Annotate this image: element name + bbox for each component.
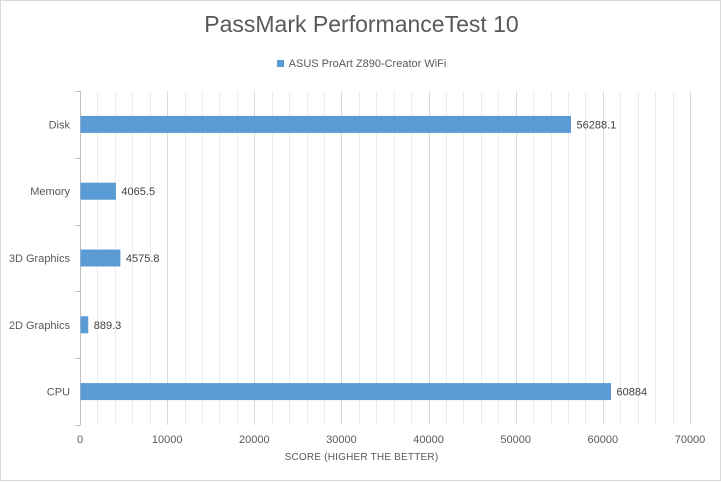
x-axis-title: SCORE (HIGHER THE BETTER): [284, 452, 439, 463]
legend: ASUS ProArt Z890-Creator WiFi: [1, 58, 721, 70]
legend-label: ASUS ProArt Z890-Creator WiFi: [288, 58, 447, 70]
category-label: CPU: [47, 387, 70, 399]
x-tick-label: 30000: [326, 434, 357, 446]
category-label: 2D Graphics: [9, 320, 71, 332]
x-tick-label: 50000: [500, 434, 531, 446]
category-label: Memory: [30, 186, 70, 198]
x-tick-label: 70000: [675, 434, 706, 446]
data-label: 4065.5: [121, 186, 155, 198]
bar-2d-graphics: [80, 316, 89, 334]
x-tick-label: 20000: [239, 434, 270, 446]
value-labels: 56288.1 4065.5 4575.8 889.3 60884: [94, 119, 647, 398]
x-tick-label: 10000: [152, 434, 183, 446]
bars: [80, 115, 612, 401]
bar-cpu: [80, 383, 612, 401]
category-label: 3D Graphics: [9, 253, 71, 265]
chart-title: PassMark PerformanceTest 10: [204, 11, 519, 37]
bar-3d-graphics: [80, 249, 121, 267]
x-tick-label: 40000: [413, 434, 444, 446]
x-tick-label: 0: [77, 434, 83, 446]
data-label: 60884: [617, 387, 648, 399]
x-tick-labels: 0 10000 20000 30000 40000 50000 60000 70000: [77, 434, 705, 446]
x-tick-label: 60000: [588, 434, 619, 446]
axes: [75, 91, 81, 426]
data-label: 56288.1: [577, 119, 617, 131]
data-label: 4575.8: [126, 253, 160, 265]
category-labels: Disk Memory 3D Graphics 2D Graphics CPU: [9, 119, 71, 398]
legend-swatch: [276, 60, 284, 67]
data-label: 889.3: [94, 320, 122, 332]
bar-disk: [80, 115, 572, 133]
gridlines: [97, 91, 691, 425]
bar-memory: [80, 182, 116, 200]
category-label: Disk: [49, 119, 71, 131]
